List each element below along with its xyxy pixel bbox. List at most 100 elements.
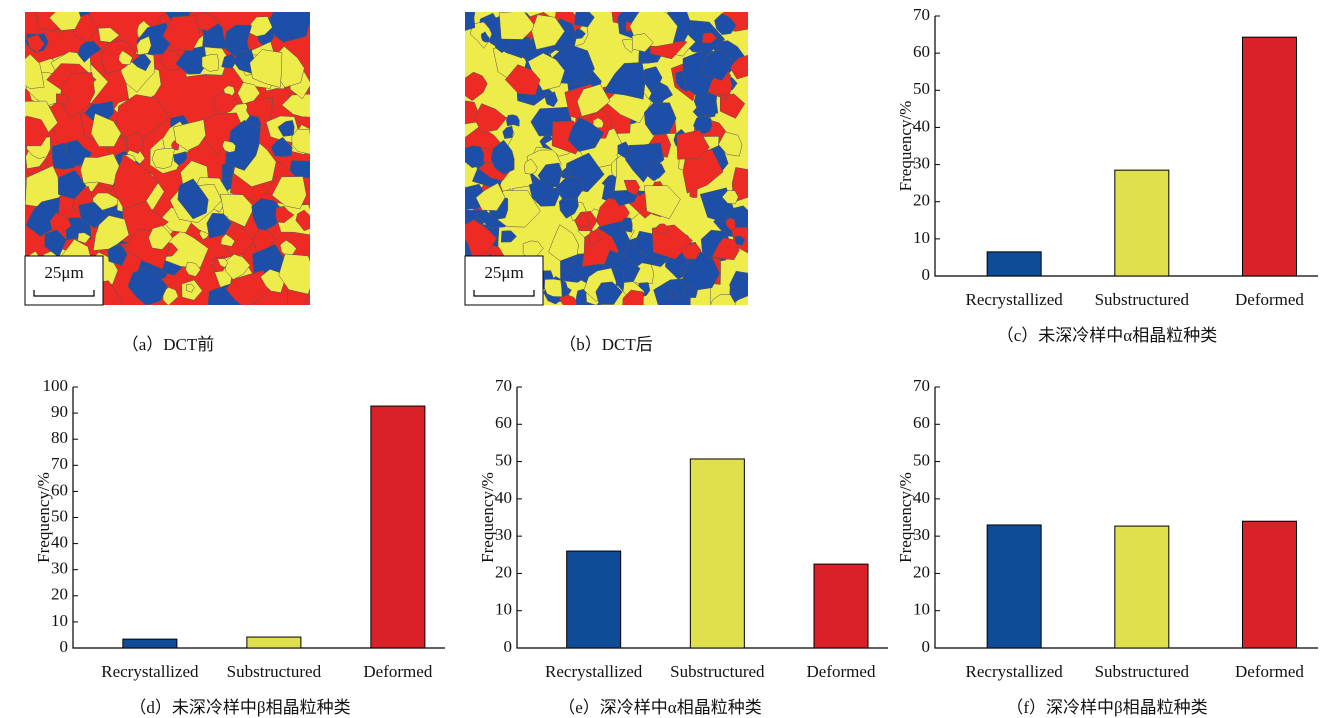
grain	[220, 193, 255, 228]
grain	[506, 114, 520, 127]
y-tick-label: 70	[51, 454, 68, 473]
grain	[225, 270, 270, 305]
caption: （d）未深冷样中β相晶粒种类	[129, 698, 350, 717]
x-tick-label: Substructured	[1095, 290, 1190, 309]
grain	[721, 190, 739, 205]
grain	[252, 228, 276, 253]
grain	[576, 83, 611, 117]
caption: （e）深冷样中α相晶粒种类	[558, 698, 761, 717]
grain	[481, 31, 490, 43]
grain	[644, 102, 677, 136]
grain	[714, 13, 737, 35]
grain	[567, 117, 605, 152]
grain	[554, 176, 585, 201]
grain	[201, 54, 219, 72]
x-tick-label: Deformed	[807, 662, 876, 681]
y-tick-label: 30	[51, 559, 68, 578]
x-tick-label: Deformed	[1235, 290, 1304, 309]
grain	[644, 185, 681, 220]
y-tick-label: 40	[51, 533, 68, 552]
grain	[271, 136, 293, 157]
x-tick-label: Deformed	[1235, 662, 1304, 681]
grain	[237, 82, 261, 105]
bar	[986, 524, 1042, 649]
grain	[48, 12, 82, 31]
grain	[49, 212, 72, 236]
grain	[558, 294, 577, 305]
grain	[666, 288, 678, 300]
grain	[502, 125, 514, 139]
grain	[718, 131, 743, 157]
bar	[1114, 169, 1170, 277]
grain	[711, 237, 740, 261]
y-tick-label: 20	[51, 585, 68, 604]
grain	[645, 161, 666, 182]
grain	[710, 294, 737, 305]
grain	[185, 283, 195, 293]
grain	[25, 53, 45, 89]
grain	[295, 209, 310, 232]
x-tick-label: Recrystallized	[545, 662, 643, 681]
grain	[631, 33, 654, 53]
grain	[148, 225, 173, 250]
bar	[246, 636, 302, 649]
y-tick-label: 0	[922, 637, 931, 656]
grain	[465, 219, 497, 261]
scale-bar-b: 25μm	[464, 255, 544, 306]
grain	[281, 93, 310, 118]
grain	[499, 12, 536, 40]
y-tick-label: 40	[495, 488, 512, 507]
y-tick-label: 60	[495, 413, 512, 432]
grain	[621, 217, 633, 233]
grain	[115, 94, 171, 146]
grain	[25, 115, 50, 147]
y-tick-label: 60	[913, 42, 930, 61]
grain	[220, 233, 236, 247]
grain	[107, 244, 128, 266]
grain	[561, 167, 572, 179]
grain	[592, 117, 604, 129]
bar	[1114, 525, 1170, 649]
y-tick-label: 50	[495, 450, 512, 469]
grain	[177, 178, 209, 220]
y-tick-label: 20	[913, 191, 930, 210]
y-tick-label: 10	[495, 600, 512, 619]
y-tick-label: 50	[51, 506, 68, 525]
grain	[260, 269, 285, 293]
y-tick-label: 0	[60, 637, 69, 656]
grain	[151, 148, 175, 169]
grain	[655, 223, 670, 234]
grain	[275, 206, 295, 223]
grain	[544, 278, 563, 297]
caption: （f）深冷样中β相晶粒种类	[1006, 698, 1207, 717]
grain	[222, 140, 236, 153]
x-tick-label: Deformed	[363, 662, 432, 681]
grain	[118, 50, 133, 65]
grain	[80, 153, 122, 186]
scale-bar-a: 25μm	[24, 255, 104, 306]
y-tick-label: 70	[913, 5, 930, 24]
grain	[291, 128, 310, 155]
y-axis-label: Frequency/%	[896, 101, 915, 192]
grain	[700, 49, 735, 81]
grain	[57, 169, 87, 200]
grain	[264, 12, 310, 43]
bar	[813, 563, 869, 649]
x-tick-label: Substructured	[1095, 662, 1190, 681]
x-tick-label: Recrystallized	[101, 662, 199, 681]
y-tick-label: 10	[913, 600, 930, 619]
grain	[587, 229, 603, 246]
x-tick-label: Substructured	[670, 662, 765, 681]
x-tick-label: Substructured	[227, 662, 322, 681]
grain	[693, 115, 713, 134]
grain	[719, 93, 746, 119]
y-tick-label: 0	[504, 637, 513, 656]
grain	[504, 64, 541, 96]
grain	[221, 53, 237, 69]
y-tick-label: 10	[913, 228, 930, 247]
bar	[122, 638, 178, 649]
y-axis-label: Frequency/%	[896, 472, 915, 563]
y-tick-label: 20	[913, 562, 930, 581]
y-axis-label: Frequency/%	[34, 472, 53, 563]
